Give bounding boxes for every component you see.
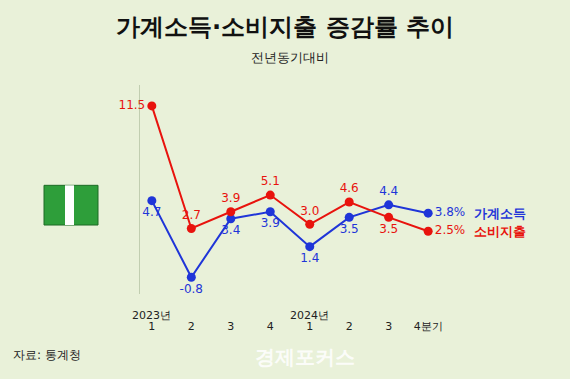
svg-text:전년동기대비: 전년동기대비 [251,50,329,65]
svg-text:3.9: 3.9 [221,191,240,205]
svg-text:3.8%: 3.8% [435,205,466,219]
svg-text:11.5: 11.5 [118,98,145,112]
svg-text:4.6: 4.6 [340,181,359,195]
svg-text:3.5: 3.5 [340,222,359,236]
svg-text:3.9: 3.9 [261,216,280,230]
svg-text:3.5: 3.5 [379,222,398,236]
svg-text:2023년: 2023년 [132,309,171,322]
svg-text:4: 4 [267,320,274,333]
svg-text:2.5%: 2.5% [435,223,466,237]
svg-text:2024년: 2024년 [290,309,329,322]
svg-text:자료: 통계청: 자료: 통계청 [13,348,81,362]
svg-text:5.1: 5.1 [261,174,280,188]
svg-text:가계소득: 가계소득 [474,206,526,221]
svg-text:-0.8: -0.8 [180,282,203,296]
svg-text:소비지출: 소비지출 [474,224,526,239]
svg-text:4분기: 4분기 [414,320,443,333]
svg-text:가계소득·소비지출 증감률 추이: 가계소득·소비지출 증감률 추이 [116,13,454,41]
svg-text:경제포커스: 경제포커스 [255,345,355,369]
svg-text:3.4: 3.4 [221,223,240,237]
svg-text:1.4: 1.4 [300,251,319,265]
svg-text:2.7: 2.7 [182,208,201,222]
svg-text:1: 1 [306,320,313,333]
svg-text:3: 3 [227,320,234,333]
svg-text:3.0: 3.0 [300,204,319,218]
svg-text:3: 3 [385,320,392,333]
svg-text:2: 2 [188,320,195,333]
svg-text:4.4: 4.4 [379,184,398,198]
svg-text:4.7: 4.7 [142,205,161,219]
svg-text:1: 1 [148,320,155,333]
svg-text:2: 2 [346,320,353,333]
